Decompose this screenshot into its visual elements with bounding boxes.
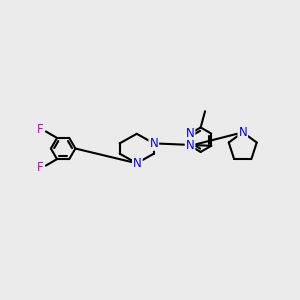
Text: N: N [186, 127, 194, 140]
Text: N: N [238, 126, 247, 139]
Text: N: N [186, 139, 194, 152]
Text: F: F [37, 123, 44, 136]
Text: N: N [149, 137, 158, 150]
Text: N: N [133, 157, 142, 170]
Text: F: F [37, 161, 44, 175]
